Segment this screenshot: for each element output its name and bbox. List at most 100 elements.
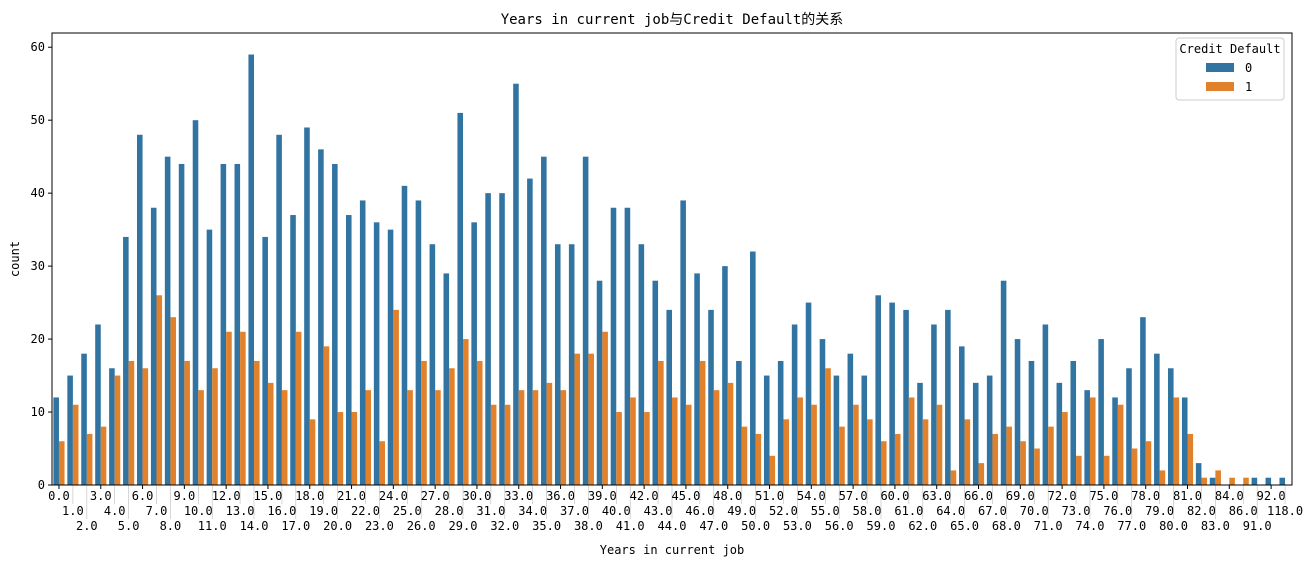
bar-0-32.0 <box>499 193 505 485</box>
bar-0-38.0 <box>582 156 589 485</box>
x-tick-label: 84.0 <box>1215 489 1244 503</box>
legend-swatch-0 <box>1206 63 1234 72</box>
x-tick-label: 77.0 <box>1117 519 1146 533</box>
bar-1-41.0 <box>630 397 636 485</box>
bar-0-17.0 <box>290 215 296 486</box>
bar-1-70.0 <box>1034 448 1040 485</box>
bar-1-76.0 <box>1117 404 1124 485</box>
bar-1-37.0 <box>574 353 581 485</box>
bar-1-71.0 <box>1048 426 1054 485</box>
bar-1-5.0 <box>128 360 135 485</box>
bar-1-22.0 <box>365 390 372 485</box>
bar-0-23.0 <box>373 222 380 486</box>
x-tick-label: 21.0 <box>337 489 366 503</box>
bar-1-54.0 <box>811 404 817 485</box>
x-tick-label: 72.0 <box>1048 489 1077 503</box>
bar-1-0.0 <box>58 441 65 485</box>
bar-1-13.0 <box>240 331 246 485</box>
bar-0-14.0 <box>248 54 255 486</box>
bar-0-80.0 <box>1168 368 1174 485</box>
bar-0-91.0 <box>1251 477 1258 485</box>
bar-0-49.0 <box>736 360 742 485</box>
bar-1-46.0 <box>699 360 706 485</box>
x-tick-label: 16.0 <box>267 504 296 518</box>
x-tick-label: 39.0 <box>588 489 617 503</box>
x-tick-label: 60.0 <box>880 489 909 503</box>
x-tick-label: 14.0 <box>240 519 269 533</box>
bar-1-18.0 <box>309 419 316 485</box>
bar-1-40.0 <box>616 412 622 485</box>
bar-1-24.0 <box>393 309 399 485</box>
bar-0-61.0 <box>903 309 909 485</box>
legend: Credit Default 0 1 <box>1175 37 1285 101</box>
y-tick-label: 60 <box>31 40 45 54</box>
bar-0-75.0 <box>1098 339 1104 485</box>
bar-0-3.0 <box>95 324 101 485</box>
bar-1-53.0 <box>797 397 803 485</box>
bar-0-28.0 <box>443 273 450 485</box>
x-tick-label: 55.0 <box>811 504 840 518</box>
bar-0-12.0 <box>220 163 227 485</box>
bar-1-68.0 <box>1006 426 1012 485</box>
bar-1-10.0 <box>198 390 204 485</box>
bar-0-7.0 <box>150 207 157 486</box>
x-tick-label: 35.0 <box>532 519 561 533</box>
bar-0-29.0 <box>457 112 464 485</box>
bar-0-37.0 <box>568 244 575 485</box>
x-tick-label: 27.0 <box>421 489 450 503</box>
bar-0-24.0 <box>387 229 394 485</box>
bar-0-10.0 <box>192 120 199 485</box>
y-axis-label: count <box>8 241 22 277</box>
legend-title: Credit Default <box>1179 42 1280 56</box>
bar-1-52.0 <box>783 419 790 485</box>
x-tick-label: 57.0 <box>839 489 868 503</box>
bar-1-83.0 <box>1215 470 1221 485</box>
bar-0-118.0 <box>1279 477 1286 485</box>
bar-1-1.0 <box>72 404 79 485</box>
bar-1-77.0 <box>1131 448 1138 485</box>
bar-1-42.0 <box>644 412 650 485</box>
bar-0-44.0 <box>666 309 672 485</box>
bar-1-35.0 <box>546 382 553 485</box>
bar-1-57.0 <box>853 404 859 485</box>
bar-0-51.0 <box>763 375 770 485</box>
bar-1-79.0 <box>1159 470 1166 485</box>
x-tick-label: 18.0 <box>295 489 324 503</box>
bar-1-59.0 <box>880 441 887 485</box>
x-tick-label: 59.0 <box>867 519 896 533</box>
bar-0-18.0 <box>304 127 310 486</box>
bar-1-31.0 <box>490 404 497 485</box>
bar-0-74.0 <box>1084 390 1090 485</box>
bar-0-31.0 <box>485 193 491 485</box>
x-tick-label: 26.0 <box>407 519 436 533</box>
bar-1-43.0 <box>658 360 664 485</box>
x-tick-label: 38.0 <box>574 519 603 533</box>
bar-1-3.0 <box>100 426 107 485</box>
x-tick-label: 48.0 <box>713 489 742 503</box>
x-tick-label: 70.0 <box>1020 504 1049 518</box>
bar-1-33.0 <box>518 390 525 485</box>
bar-0-70.0 <box>1028 360 1035 485</box>
bar-1-38.0 <box>588 353 594 485</box>
x-tick-label: 28.0 <box>435 504 464 518</box>
y-tick-label: 40 <box>31 186 45 200</box>
bar-0-50.0 <box>750 251 756 485</box>
bar-0-15.0 <box>262 236 268 485</box>
x-tick-label: 19.0 <box>309 504 338 518</box>
bar-1-23.0 <box>379 441 385 485</box>
x-tick-label: 20.0 <box>323 519 352 533</box>
bar-0-45.0 <box>680 200 686 485</box>
bar-1-75.0 <box>1103 455 1110 485</box>
bar-0-68.0 <box>1000 280 1007 485</box>
y-tick-label: 10 <box>31 405 45 419</box>
x-tick-label: 74.0 <box>1076 519 1105 533</box>
bar-0-39.0 <box>596 280 603 485</box>
bar-0-71.0 <box>1042 324 1049 485</box>
bar-0-43.0 <box>652 280 659 485</box>
bar-0-30.0 <box>471 222 477 486</box>
x-tick-label: 118.0 <box>1267 504 1303 518</box>
x-tick-label: 37.0 <box>560 504 589 518</box>
bar-0-58.0 <box>861 375 868 485</box>
bar-0-76.0 <box>1112 397 1118 485</box>
bar-1-55.0 <box>825 368 831 485</box>
